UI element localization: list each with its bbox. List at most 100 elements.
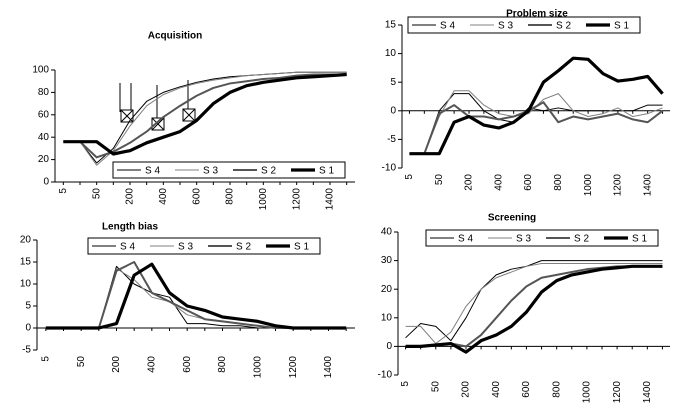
- y-tick-label: 80: [38, 87, 50, 98]
- y-tick-label: 15: [385, 20, 397, 31]
- x-tick-label: 600: [182, 356, 193, 373]
- legend-box: [425, 229, 659, 247]
- y-tick-label: 10: [385, 48, 397, 59]
- y-tick-label: 10: [20, 279, 32, 290]
- x-tick-label: 1200: [613, 174, 624, 197]
- legend-label: S 1: [614, 21, 629, 32]
- x-tick-label: 1400: [642, 381, 653, 404]
- series-line: [63, 72, 347, 156]
- x-tick-label: 800: [225, 188, 236, 205]
- legend-label: S 2: [261, 166, 276, 177]
- chart: Screening -10 0 10 20 30 40 5 50 200 400 600 800 1000…: [378, 213, 670, 404]
- legend-label: S 2: [556, 21, 571, 32]
- y-tick-label: 0: [43, 177, 49, 188]
- legend: S 4 S 3 S 2 S 1: [112, 161, 346, 179]
- x-tick-label: 200: [464, 174, 475, 191]
- legend-label: S 4: [458, 234, 473, 245]
- chart-title: Problem size: [506, 9, 568, 20]
- x-tick-label: 5: [40, 356, 51, 362]
- y-tick-label: 10: [381, 312, 393, 323]
- y-tick-label: 0: [386, 341, 392, 352]
- x-tick-label: 1000: [252, 356, 263, 379]
- legend-label: S 4: [120, 242, 135, 253]
- legend: S 4 S 3 S 2 S 1: [407, 16, 641, 34]
- x-tick-label: 5: [58, 188, 69, 194]
- x-tick-label: 400: [491, 381, 502, 398]
- legend-box: [407, 16, 641, 34]
- x-tick-label: 800: [217, 356, 228, 373]
- series-line: [409, 90, 663, 155]
- y-tick-label: 20: [20, 235, 32, 246]
- series-line: [45, 268, 347, 329]
- x-tick-label: 1400: [642, 174, 653, 197]
- x-tick-label: 600: [523, 174, 534, 191]
- x-tick-label: 1200: [612, 381, 623, 404]
- x-tick-label: 1200: [291, 188, 302, 211]
- series-line: [45, 265, 347, 329]
- x-tick-label: 400: [146, 356, 157, 373]
- series-line: [405, 262, 663, 345]
- chart-title: Length bias: [102, 222, 159, 233]
- x-tick-label: 200: [125, 188, 136, 205]
- legend-label: S 1: [294, 242, 309, 253]
- x-tick-label: 1400: [325, 188, 336, 211]
- x-tick-label: 600: [521, 381, 532, 398]
- y-tick-label: 5: [25, 301, 31, 312]
- y-tick-label: 0: [390, 105, 396, 116]
- series-line: [63, 71, 347, 166]
- x-tick-label: 800: [551, 381, 562, 398]
- series-line: [409, 101, 664, 155]
- legend: S 4 S 3 S 2 S 1: [425, 229, 659, 247]
- x-tick-label: 200: [111, 356, 122, 373]
- legend-label: S 2: [236, 242, 251, 253]
- legend-label: S 3: [516, 234, 531, 245]
- x-tick-label: 800: [553, 174, 564, 191]
- legend-label: S 1: [319, 166, 334, 177]
- series-line: [45, 262, 347, 330]
- series-line: [409, 56, 664, 156]
- x-tick-label: 1000: [258, 188, 269, 211]
- x-tick-label: 1200: [288, 356, 299, 379]
- chart: Acquisition 0 20 40 60 80 100 5 50 200 400 600 800 10…: [32, 31, 355, 211]
- chart-title: Screening: [488, 213, 536, 224]
- y-tick-label: -10: [378, 370, 393, 381]
- series-line: [405, 264, 663, 354]
- y-tick-label: 40: [381, 227, 393, 238]
- y-tick-label: -5: [22, 345, 31, 356]
- x-tick-label: 5: [404, 174, 415, 180]
- x-tick-label: 50: [434, 174, 445, 186]
- x-tick-label: 200: [461, 381, 472, 398]
- x-tick-label: 50: [76, 356, 87, 368]
- y-tick-label: 60: [38, 109, 50, 120]
- x-tick-label: 5: [400, 381, 411, 387]
- legend-label: S 2: [574, 234, 589, 245]
- y-tick-label: 0: [25, 323, 31, 334]
- y-tick-label: -5: [387, 134, 396, 145]
- legend: S 4 S 3 S 2 S 1: [87, 237, 321, 255]
- y-tick-label: 15: [20, 257, 32, 268]
- x-tick-label: 600: [191, 188, 202, 205]
- x-tick-label: 50: [91, 188, 102, 200]
- y-tick-label: 100: [32, 65, 49, 76]
- y-tick-label: 40: [38, 132, 50, 143]
- x-tick-label: 50: [430, 381, 441, 393]
- legend-label: S 1: [632, 234, 647, 245]
- series-line: [45, 261, 347, 329]
- chart: Length bias -5 0 5 10 15 20 5 50 200 400 600 800 1000…: [20, 222, 355, 379]
- y-tick-label: 30: [381, 255, 393, 266]
- series-line: [405, 260, 663, 342]
- legend-label: S 3: [498, 21, 513, 32]
- y-tick-label: 20: [381, 284, 393, 295]
- x-tick-label: 1000: [582, 381, 593, 404]
- y-tick-label: 20: [38, 154, 50, 165]
- legend-label: S 4: [145, 166, 160, 177]
- y-tick-label: 5: [390, 77, 396, 88]
- chart-title: Acquisition: [148, 31, 202, 42]
- series-line: [409, 93, 663, 155]
- x-tick-label: 1000: [583, 174, 594, 197]
- series-line: [63, 73, 347, 159]
- legend-label: S 3: [178, 242, 193, 253]
- legend-label: S 4: [440, 21, 455, 32]
- annotations: [119, 80, 196, 131]
